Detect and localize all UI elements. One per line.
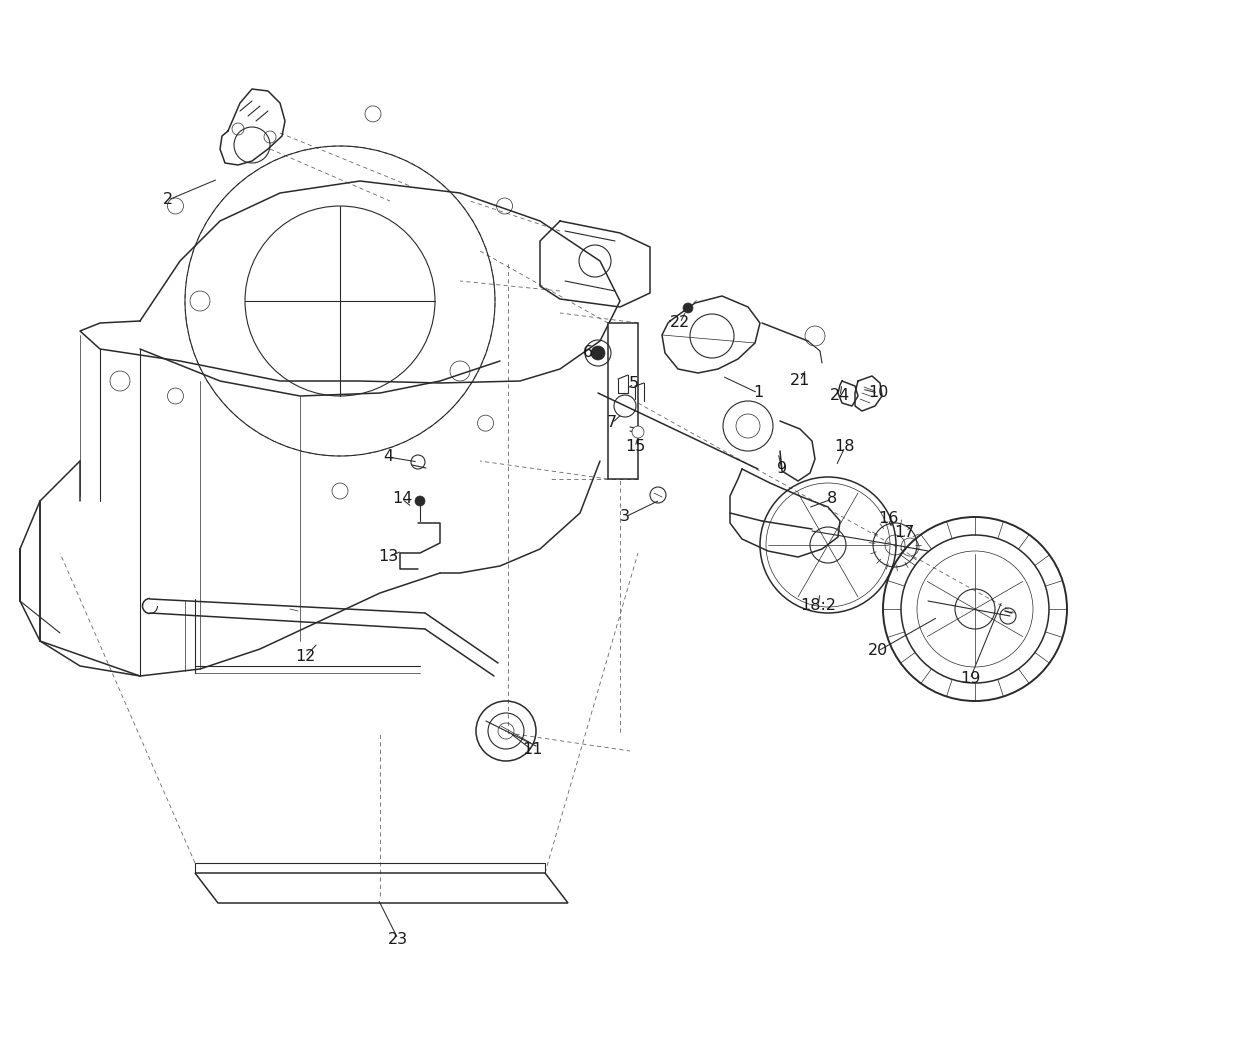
Text: 4: 4: [382, 450, 392, 464]
Text: 18:2: 18:2: [800, 599, 837, 613]
Text: 15: 15: [625, 439, 645, 455]
Text: 17: 17: [894, 526, 915, 540]
Text: 11: 11: [522, 742, 542, 758]
Circle shape: [591, 346, 605, 360]
Text: 6: 6: [582, 346, 593, 360]
Text: 7: 7: [606, 415, 618, 431]
Text: 5: 5: [629, 377, 639, 391]
Text: 10: 10: [868, 385, 888, 401]
Text: 9: 9: [777, 461, 788, 477]
Text: 22: 22: [669, 315, 691, 330]
Text: 21: 21: [790, 374, 810, 388]
Text: 20: 20: [868, 643, 888, 659]
Text: 18: 18: [835, 439, 855, 455]
Circle shape: [683, 303, 693, 313]
Text: 3: 3: [620, 509, 630, 525]
Text: 23: 23: [387, 932, 408, 946]
Text: 16: 16: [878, 511, 898, 527]
Circle shape: [415, 496, 425, 506]
Text: 19: 19: [960, 671, 980, 686]
Text: 14: 14: [391, 491, 413, 507]
Text: 8: 8: [827, 491, 837, 507]
Text: 2: 2: [164, 193, 174, 207]
Text: 24: 24: [830, 388, 850, 404]
Text: 1: 1: [752, 385, 764, 401]
Text: 13: 13: [377, 550, 398, 564]
Polygon shape: [608, 323, 638, 479]
Circle shape: [632, 426, 644, 438]
Text: 12: 12: [294, 650, 316, 664]
